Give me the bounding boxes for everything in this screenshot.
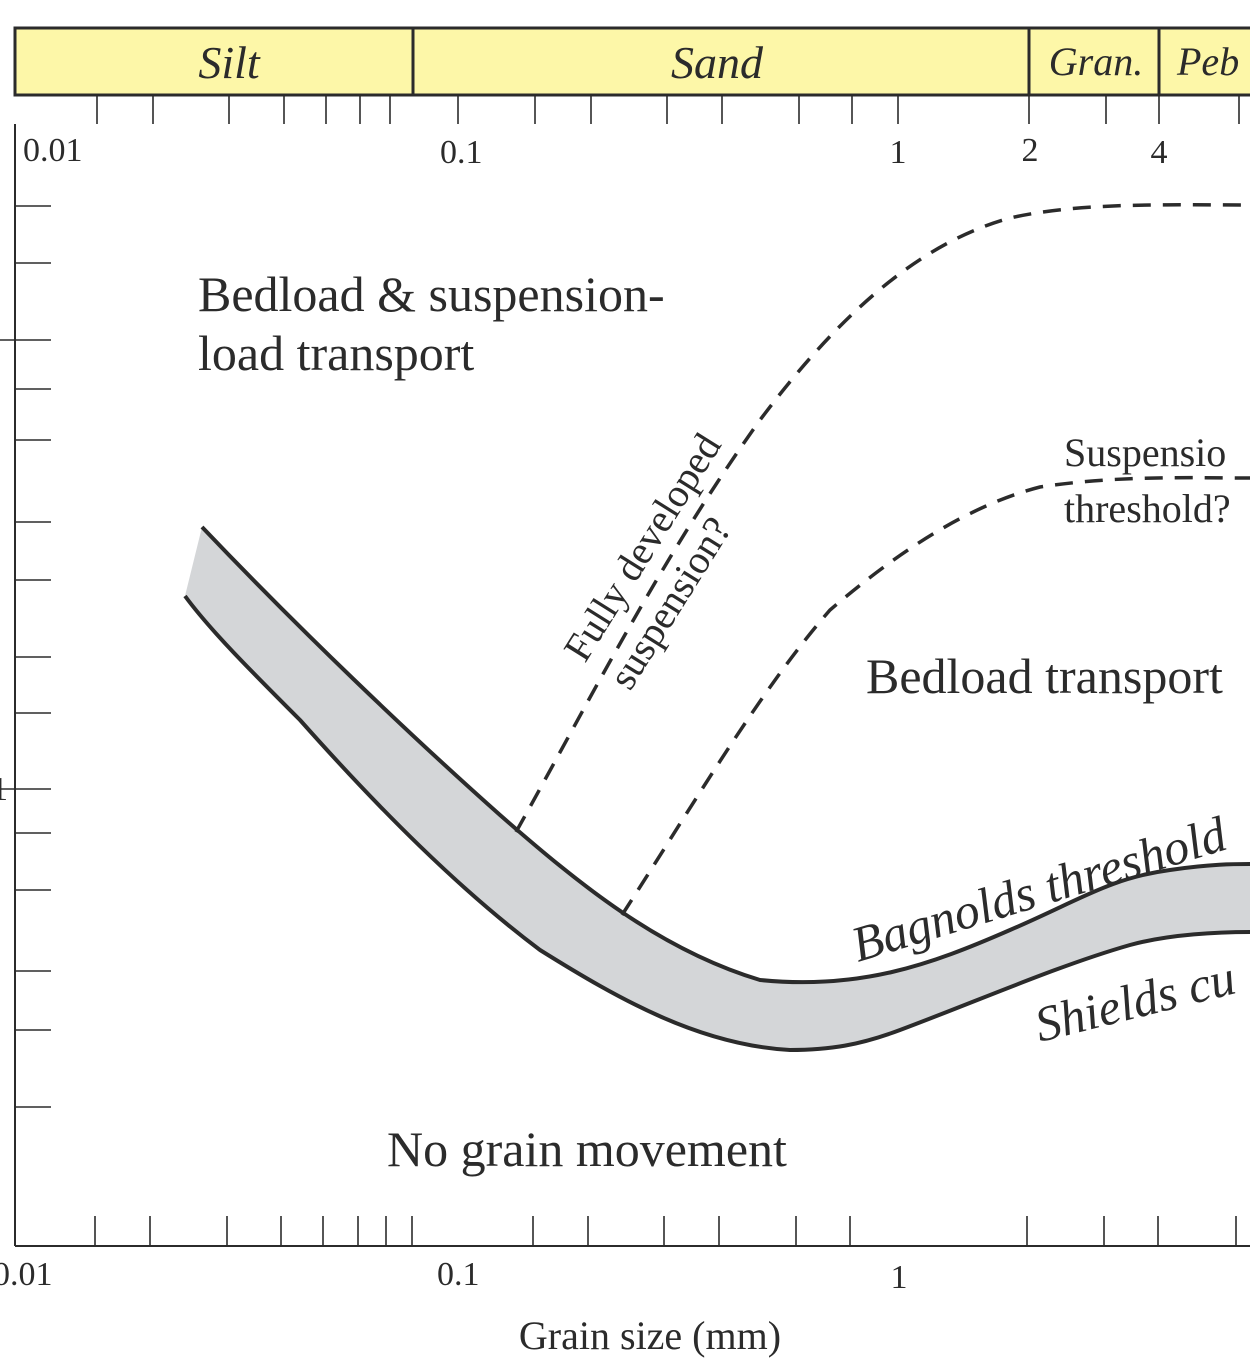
top-tick-label-0-01: 0.01	[23, 132, 83, 169]
grain-class-band: Silt Sand Gran. Peb	[13, 26, 1250, 97]
top-tick-label-4: 4	[1151, 134, 1168, 171]
curve-label-suspension-threshold-1: Suspensio	[1064, 430, 1226, 475]
bagnold-threshold-line	[200, 525, 1250, 985]
class-band-background	[13, 26, 1250, 97]
region-label-no-movement: No grain movement	[387, 1121, 787, 1177]
region-label-bedload-suspension-1: Bedload & suspension-	[198, 266, 665, 322]
bottom-axis-ticks	[94, 1216, 1237, 1246]
suspension-threshold-curve	[620, 475, 1250, 916]
top-axis: 0.01 0.1 1 2 4	[15, 94, 1250, 171]
x-axis-title: Grain size (mm)	[519, 1313, 781, 1358]
bottom-tick-label-1: 1	[891, 1259, 908, 1296]
top-tick-label-0-1: 0.1	[440, 134, 483, 171]
top-tick-label-1: 1	[890, 134, 907, 171]
class-label-sand: Sand	[671, 37, 764, 88]
bottom-tick-label-0-01: 0.01	[0, 1256, 53, 1293]
class-label-silt: Silt	[198, 37, 261, 88]
left-tick-label-1: 1	[0, 771, 8, 808]
region-label-bedload-suspension-2: load transport	[198, 325, 474, 381]
region-label-bedload: Bedload transport	[866, 648, 1223, 704]
shields-curve-line	[183, 594, 1250, 1053]
class-label-granule: Gran.	[1049, 39, 1143, 84]
left-axis-ticks	[0, 205, 51, 1108]
curve-label-suspension-threshold-2: threshold?	[1064, 486, 1231, 531]
top-axis-ticks	[96, 95, 1240, 124]
fully-developed-suspension-curve	[514, 203, 1250, 833]
class-label-pebble: Peb	[1176, 39, 1239, 84]
top-tick-label-2: 2	[1022, 132, 1039, 169]
threshold-band-fill	[185, 527, 1250, 1050]
bottom-tick-label-0-1: 0.1	[437, 1256, 480, 1293]
